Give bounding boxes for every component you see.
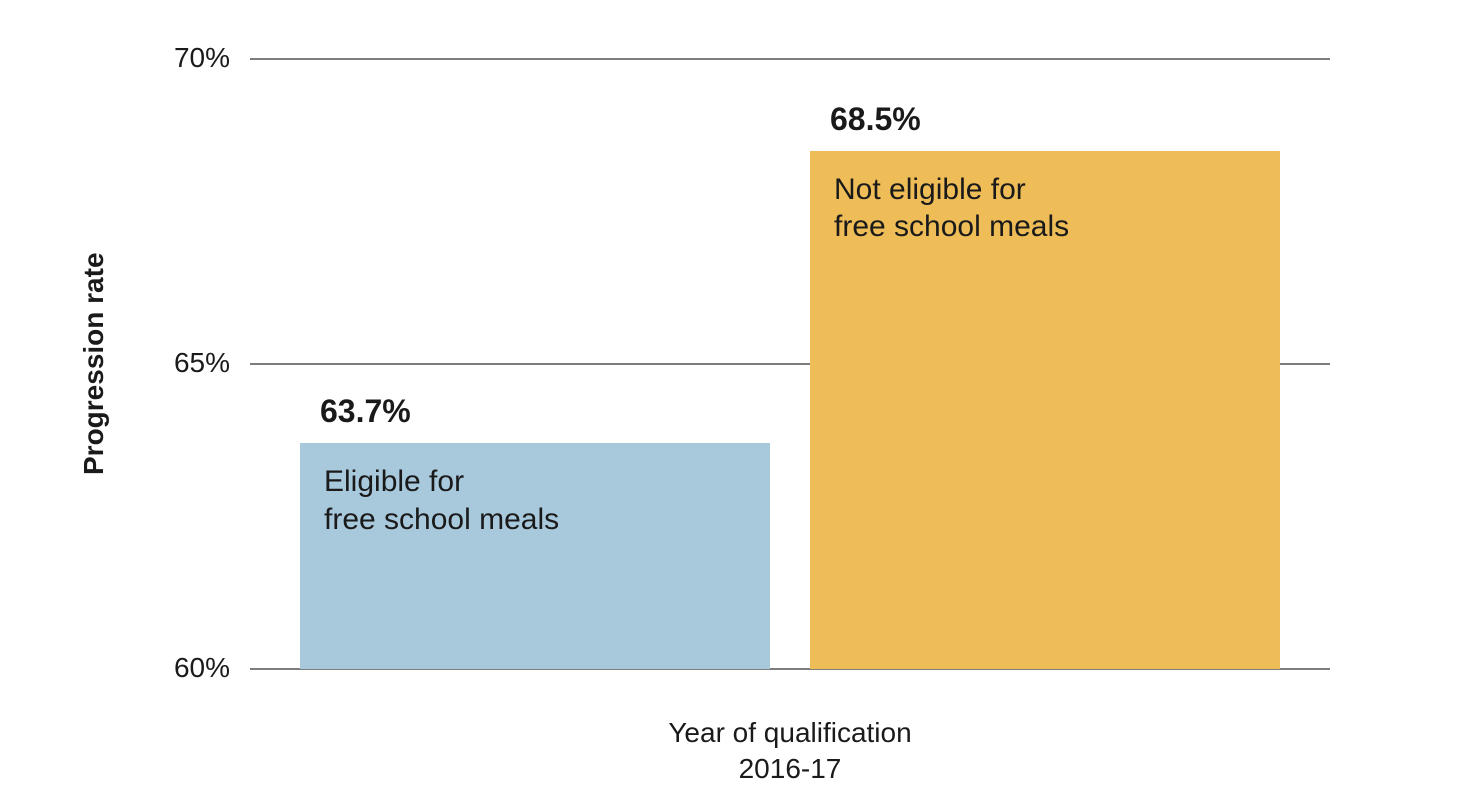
x-axis-title: Year of qualification 2016-17 xyxy=(250,715,1330,788)
y-tick-label: 70% xyxy=(140,42,230,74)
gridline xyxy=(250,58,1330,60)
plot-area: 63.7% Eligible for free school meals 68.5% N… xyxy=(250,59,1330,669)
bar-value-label-0: 63.7% xyxy=(320,393,411,430)
y-tick-label: 60% xyxy=(140,652,230,684)
bar-inside-label-line2: free school meals xyxy=(834,210,1069,243)
y-axis-title: Progression rate xyxy=(78,252,110,475)
bar-inside-label-line1: Eligible for xyxy=(324,465,464,498)
bar-inside-label-line1: Not eligible for xyxy=(834,173,1026,206)
bar-inside-label-1: Not eligible for free school meals xyxy=(834,171,1264,246)
y-tick-label: 65% xyxy=(140,347,230,379)
x-axis-title-line1: Year of qualification xyxy=(668,717,911,748)
progression-rate-chart: Progression rate 63.7% Eligible for free s… xyxy=(0,0,1472,806)
bar-value-label-1: 68.5% xyxy=(830,101,921,138)
x-axis-title-line2: 2016-17 xyxy=(739,753,842,784)
bar-inside-label-0: Eligible for free school meals xyxy=(324,463,754,538)
bar-inside-label-line2: free school meals xyxy=(324,503,559,536)
